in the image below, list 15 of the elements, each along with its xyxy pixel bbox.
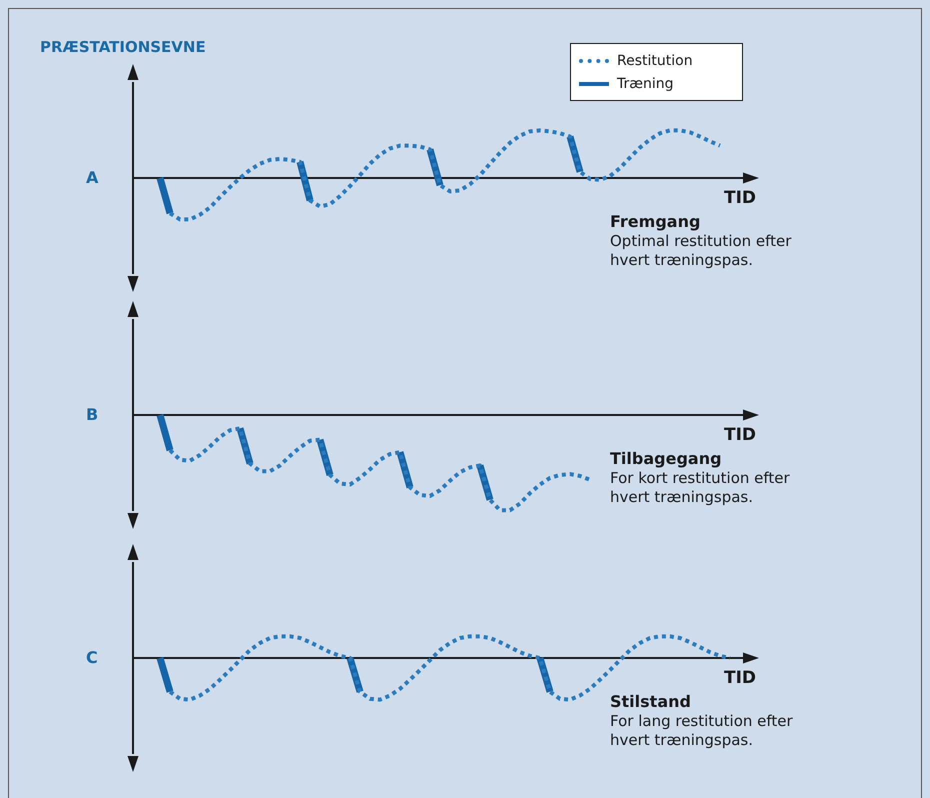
text: For lang restitution efter hvert træningspas. xyxy=(610,712,794,750)
legend-label: Træning xyxy=(617,76,674,92)
x-axis-title: TID xyxy=(724,425,756,445)
x-axis-title: TID xyxy=(724,188,756,208)
text: C xyxy=(86,648,98,667)
text: Optimal restitution efter hvert træningspas. xyxy=(610,232,792,270)
x-axis-title: TID xyxy=(724,668,756,688)
y-axis-title: PRÆSTATIONSEVNE xyxy=(40,38,206,56)
text: A xyxy=(86,168,98,187)
text: B xyxy=(86,405,98,424)
annotation: Stilstand xyxy=(610,692,691,711)
annotation: For kort restitution efter hvert træningspas. xyxy=(610,469,791,507)
annotation: Tilbagegang xyxy=(610,449,722,468)
annotation: Fremgang xyxy=(610,212,700,231)
legend-label: Restitution xyxy=(617,52,693,68)
